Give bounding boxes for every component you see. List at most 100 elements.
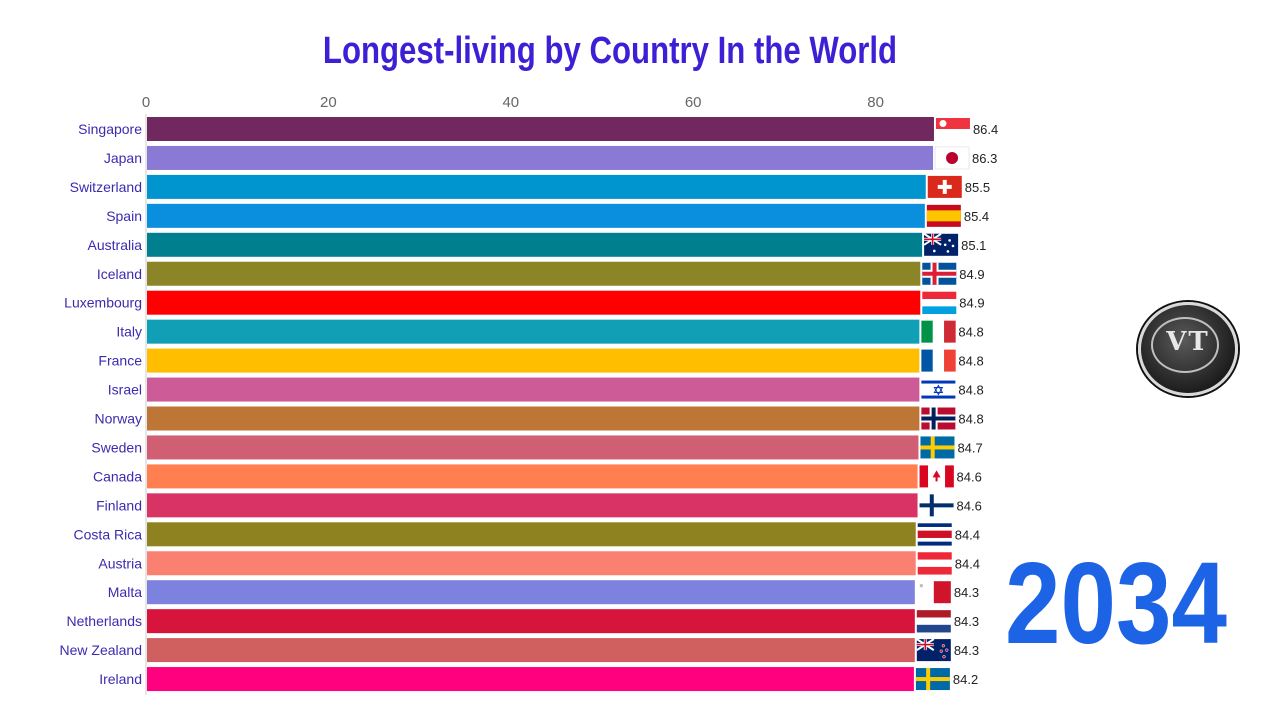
flag-part [939,649,943,653]
austria-flag-icon [917,552,952,575]
flag-part [921,416,956,421]
flag-part [948,239,951,242]
flag-part [935,118,970,129]
value-label: 84.3 [954,643,979,658]
logo-ring [1151,317,1219,373]
bar [147,551,916,576]
category-label: Norway [95,411,142,427]
flag-part [919,584,923,588]
value-label: 84.6 [957,469,982,484]
flag-part [915,677,950,682]
flag-part [917,559,952,568]
value-label: 84.3 [954,614,979,629]
sweden-flag-icon [920,436,955,459]
costa-rica-flag-icon [917,523,952,546]
bar [147,290,921,315]
value-label: 84.2 [953,672,978,687]
bars: Singapore 86.4 Japan 86.3 Switzerland 85.5 Spa… [60,117,998,692]
x-tick-label: 60 [685,94,702,111]
category-label: Japan [104,150,142,166]
bar [147,145,934,170]
category-label: Sweden [91,439,142,455]
flag-part [933,384,944,394]
category-label: New Zealand [60,642,143,658]
value-label: 85.5 [965,180,990,195]
flag-part [917,541,952,546]
flag-part [921,380,956,384]
bar-row: Netherlands 84.3 [67,609,979,634]
category-label: France [98,353,142,369]
flag-part [942,655,946,659]
x-tick-label: 0 [142,94,150,111]
bar [147,522,916,547]
bar-row: France 84.8 [98,348,984,373]
bar-row: Israel 84.8 [108,377,984,402]
japan-flag-icon [934,146,970,170]
bar [147,319,920,344]
bar [147,117,934,141]
canada-flag-icon [919,465,954,488]
x-axis-ticks: 0 20 40 60 80 [142,94,884,111]
flag-part [945,648,949,652]
bar-row: Costa Rica 84.4 [74,522,980,547]
flag-part [922,299,957,307]
flag-part [924,238,942,241]
flag-part [917,526,952,531]
flag-part [943,243,947,247]
flag-part [936,465,946,488]
flag-part [939,120,947,127]
switzerland-flag-icon [927,175,962,198]
flag-part [932,320,945,343]
bar-row: Singapore 86.4 [78,117,998,141]
flag-part [932,349,945,372]
bar [147,203,925,228]
category-label: Italy [116,324,142,340]
flag-part [917,530,952,535]
bar [147,348,920,373]
bar-row: Italy 84.8 [116,319,984,344]
bar [147,435,919,460]
category-label: Luxembourg [64,295,142,311]
flag-part [916,617,951,626]
flag-part [937,184,952,189]
flag-part [917,523,952,528]
flag-part [933,249,936,253]
flag-part [928,465,937,488]
category-label: Iceland [97,266,142,282]
bar-row: Switzerland 85.5 [70,174,990,199]
bar [147,580,915,605]
flag-part [917,537,952,542]
italy-flag-icon [921,320,956,343]
bar-row: New Zealand 84.3 [60,638,979,663]
value-label: 86.4 [973,122,998,137]
value-label: 85.4 [964,209,989,224]
flag-part [917,534,952,539]
flag-part [921,320,934,343]
channel-logo: VT [1138,302,1238,396]
bar [147,232,923,257]
category-label: Costa Rica [74,526,143,542]
singapore-flag-icon [935,118,970,140]
value-label: 84.3 [954,585,979,600]
logo-text: VT [1166,327,1210,357]
malta-flag-icon [916,581,951,604]
bar [147,174,926,199]
value-label: 84.9 [959,267,984,282]
finland-flag-icon [919,494,954,517]
bar-row: Sweden 84.7 [91,435,983,460]
flag-part [917,552,952,560]
flag-part [946,151,959,164]
flag-part [917,566,952,575]
bar [147,464,918,489]
value-label: 84.7 [957,440,982,455]
bar-row: Iceland 84.9 [97,261,985,286]
value-label: 84.4 [955,527,980,542]
bar-row: Ireland 84.2 [99,667,978,692]
value-label: 85.1 [961,238,986,253]
value-label: 84.8 [958,354,983,369]
category-label: Australia [88,237,143,253]
bar-row: Austria 84.4 [98,551,980,576]
bar [147,493,918,518]
category-label: Spain [106,208,142,224]
flag-part [926,210,961,222]
